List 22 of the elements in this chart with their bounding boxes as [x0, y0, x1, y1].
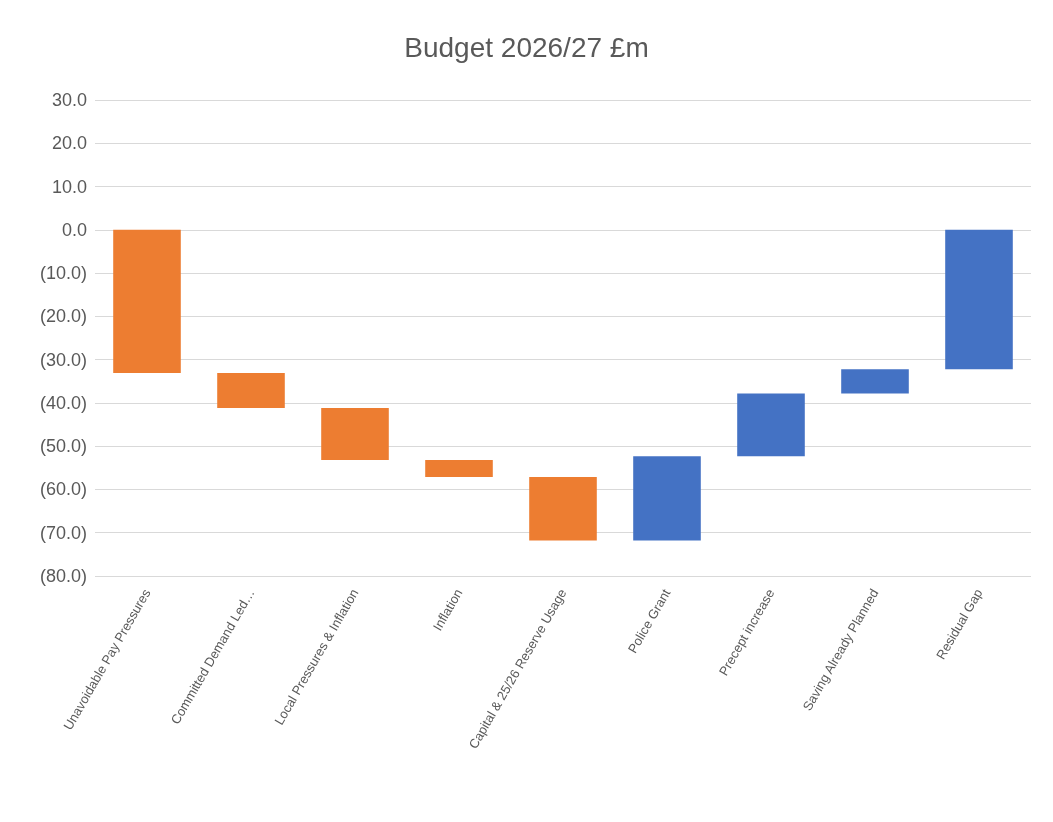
y-tick-label: 20.0: [51, 133, 87, 154]
y-tick-label: 30.0: [51, 90, 87, 110]
bar: [529, 476, 597, 541]
bar: [217, 373, 285, 409]
bar: [113, 229, 181, 374]
y-tick-label: 0.0: [61, 219, 87, 240]
bar: [945, 229, 1013, 370]
y-tick-label: (40.0): [39, 392, 87, 413]
y-tick-label: (70.0): [39, 522, 87, 543]
y-tick-label: (20.0): [39, 306, 87, 327]
y-tick-label: (30.0): [39, 349, 87, 370]
bar: [633, 456, 701, 541]
y-tick-label: 10.0: [51, 176, 87, 197]
y-tick-label: (50.0): [39, 436, 87, 457]
bar: [737, 393, 805, 457]
bar: [321, 408, 389, 461]
chart-title: Budget 2026/27 £m: [404, 31, 649, 63]
y-tick-label: (60.0): [39, 479, 87, 500]
y-tick-label: (80.0): [39, 566, 87, 586]
y-tick-label: (10.0): [39, 263, 87, 284]
bar: [425, 460, 493, 477]
bar: [841, 369, 909, 394]
